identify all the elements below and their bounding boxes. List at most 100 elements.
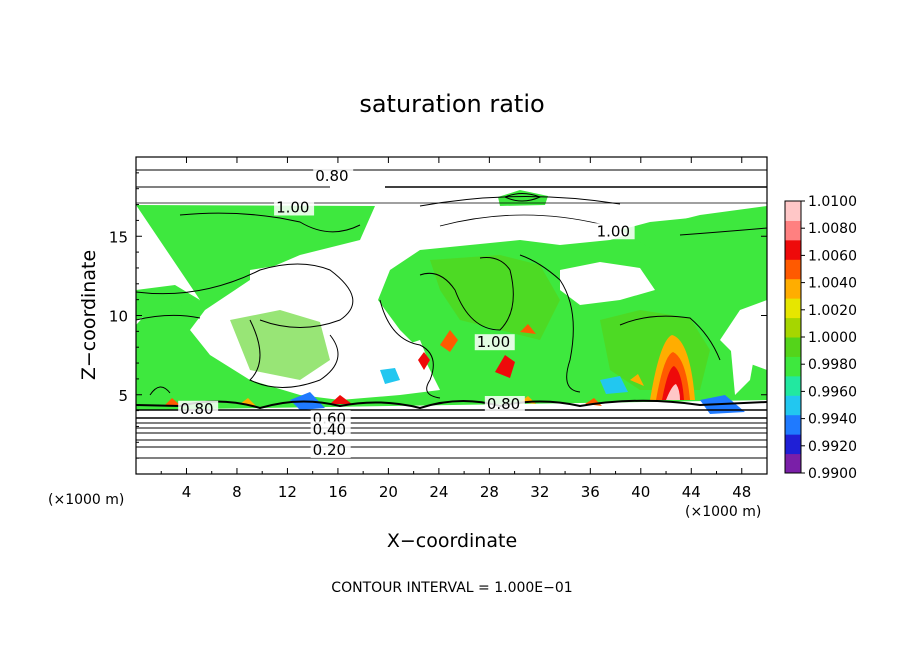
colorbar-swatch (785, 220, 801, 241)
contour-line (136, 263, 354, 328)
contour-label: 1.00 (477, 333, 510, 351)
contour-line (179, 212, 361, 233)
contour-label-bg (274, 199, 315, 216)
colorbar-swatch (785, 317, 801, 338)
colorbar-swatch (785, 375, 801, 396)
colorbar-swatch (785, 356, 801, 377)
field-region (250, 262, 335, 292)
colorbar-swatch (785, 434, 801, 455)
y-tick-label: 15 (109, 228, 128, 246)
contour-label: 1.00 (597, 222, 630, 240)
field-region (495, 355, 515, 378)
contour-line (149, 386, 171, 396)
colorbar-swatch (785, 337, 801, 357)
contour-label-bg (594, 223, 635, 240)
colorbar-swatch (785, 278, 801, 299)
field-region (520, 324, 536, 334)
contour-line (419, 257, 514, 331)
contour-interval-note: CONTOUR INTERVAL = 1.000E−01 (331, 580, 572, 596)
colorbar-label: 0.9960 (808, 384, 857, 400)
x-axis: 4 8 12 16 20 24 28 32 36 40 44 48 (160, 157, 751, 501)
colorbar-label: 1.0100 (808, 194, 857, 210)
contour-label-bg (313, 167, 354, 184)
field-region (600, 376, 628, 394)
colorbar-label: 1.0060 (808, 248, 857, 264)
x-tick-label: 4 (182, 483, 192, 501)
field-region (666, 384, 680, 400)
x-unit-left: (×1000 m) (48, 492, 124, 508)
contour-label: 0.40 (313, 420, 346, 438)
field-region (730, 340, 755, 395)
field-region (630, 374, 644, 386)
x-tick-label: 44 (682, 483, 701, 501)
y-tick-label: 5 (118, 387, 128, 405)
contour-line (136, 314, 201, 321)
contour-label-bg (310, 441, 351, 458)
contour-line (679, 227, 767, 236)
colorbar-swatch (785, 239, 801, 260)
colorbar-label: 1.0080 (808, 221, 857, 237)
colorbar-label: 1.0020 (808, 303, 857, 319)
colorbar-swatch (785, 414, 801, 435)
field-region (405, 340, 428, 375)
x-tick-label: 28 (480, 483, 499, 501)
colorbar-label: 0.9920 (808, 439, 857, 455)
contour-line (619, 315, 721, 361)
contour-labels: 0.801.001.001.000.80 0.800.600.400.20 (178, 167, 635, 459)
contour-line (439, 214, 601, 227)
colorbar-label: 1.0040 (808, 276, 857, 292)
contour-line (504, 193, 542, 202)
contour-lines (136, 169, 767, 459)
colorbar-label: 1.0000 (808, 330, 857, 346)
contour-label-bg (178, 400, 219, 417)
contour-label: 0.80 (315, 167, 348, 185)
field-region (330, 395, 352, 404)
chart-title: saturation ratio (359, 90, 544, 118)
contour-label-bg (310, 421, 351, 438)
field-region (620, 212, 767, 248)
x-tick-label: 32 (530, 483, 549, 501)
field-region (498, 190, 548, 206)
x-axis-label: X−coordinate (387, 530, 517, 552)
x-unit-right: (×1000 m) (685, 504, 761, 520)
colorbar-swatch (785, 453, 801, 474)
contour-line (379, 299, 441, 399)
contour-line (136, 399, 767, 410)
colorbar-swatch (785, 395, 801, 416)
x-tick-label: 40 (631, 483, 650, 501)
field-region (165, 398, 180, 405)
x-tick-label: 8 (232, 483, 242, 501)
field-region (200, 330, 240, 350)
field-region (440, 330, 458, 352)
field-region (430, 255, 560, 340)
contour-label: 0.80 (487, 395, 520, 413)
colorbar-label: 0.9980 (808, 357, 857, 373)
contour-label: 0.20 (313, 441, 346, 459)
x-tick-label: 24 (429, 483, 448, 501)
contour-label: 0.80 (180, 400, 213, 418)
colorbar-label: 0.9940 (808, 412, 857, 428)
x-tick-label: 16 (328, 483, 347, 501)
field-region (380, 368, 400, 384)
y-axis: 5 10 15 (109, 172, 767, 459)
y-tick-label: 10 (109, 308, 128, 326)
x-tick-label: 36 (581, 483, 600, 501)
colorbar-swatch (785, 298, 801, 319)
x-tick-label: 12 (278, 483, 297, 501)
x-tick-label: 20 (379, 483, 398, 501)
contour-label-bg (484, 396, 525, 413)
colorbar-swatch (785, 201, 801, 221)
contour-line (249, 319, 339, 388)
y-axis-label: Z−coordinate (78, 250, 100, 380)
colorbar-swatch (785, 259, 801, 280)
contour-label-bg (474, 334, 515, 351)
field-region (418, 352, 430, 370)
colorbar: 1.0100 1.0080 1.0060 1.0040 1.0020 1.0000 0.99… (784, 194, 857, 482)
field-region (560, 262, 655, 305)
contour-label: 1.00 (276, 198, 309, 216)
contour-line (419, 195, 621, 207)
x-tick-label: 48 (732, 483, 751, 501)
contour-line (519, 254, 581, 393)
